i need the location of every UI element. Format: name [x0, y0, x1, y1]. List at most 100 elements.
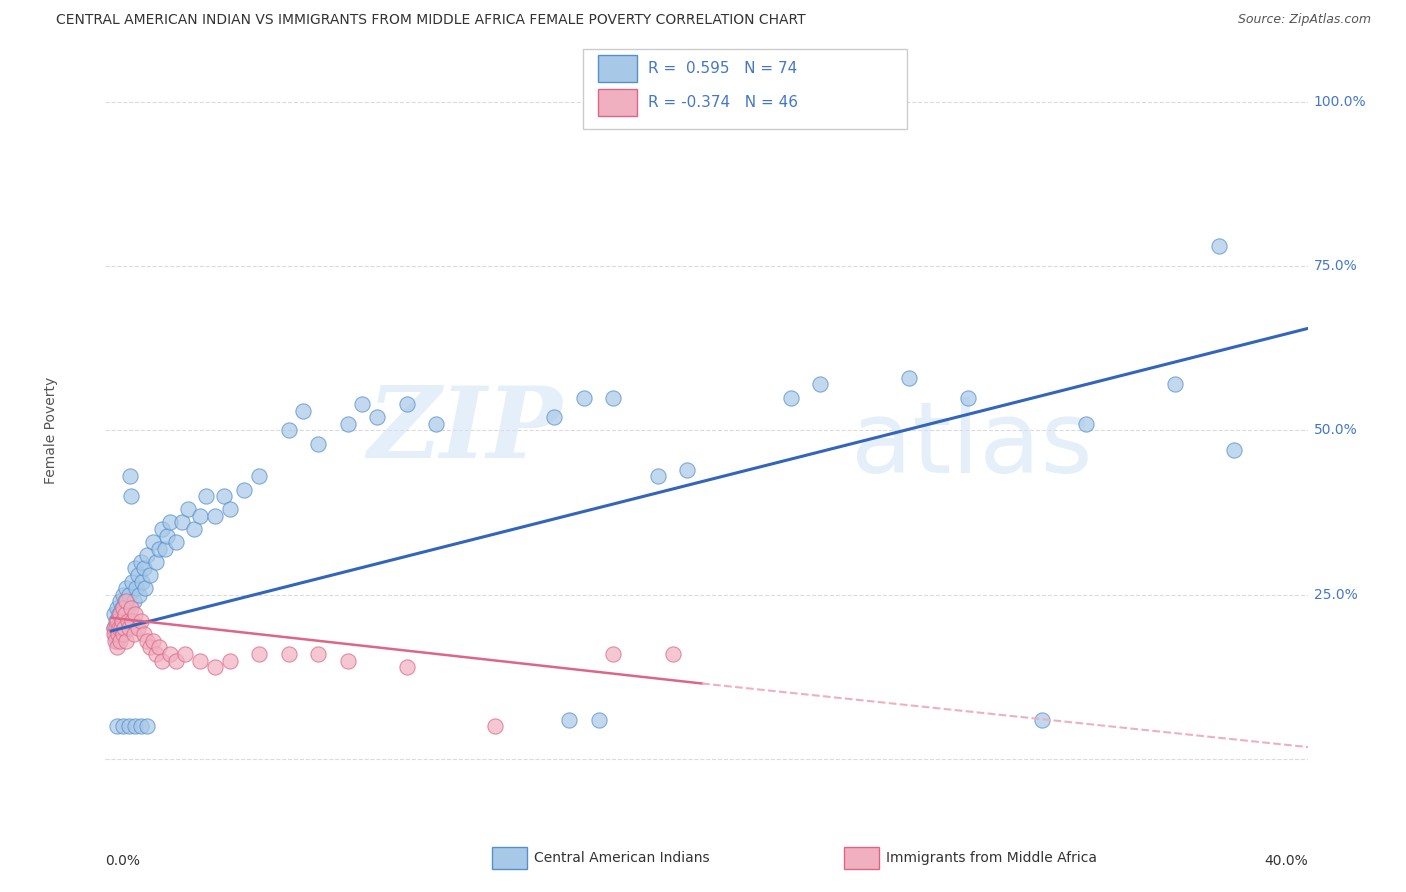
Text: R =  0.595   N = 74: R = 0.595 N = 74	[648, 62, 797, 76]
Point	[103, 621, 125, 635]
Point	[1074, 417, 1097, 431]
Point	[352, 397, 374, 411]
Point	[132, 627, 155, 641]
Point	[124, 719, 146, 733]
Point	[188, 508, 211, 523]
Point	[558, 713, 581, 727]
Point	[150, 522, 173, 536]
Point	[114, 614, 136, 628]
Point	[107, 621, 129, 635]
Point	[572, 391, 595, 405]
Point	[366, 410, 388, 425]
Point	[204, 508, 226, 523]
Point	[292, 403, 315, 417]
Point	[118, 621, 141, 635]
Point	[395, 660, 418, 674]
Point	[127, 568, 149, 582]
Point	[118, 719, 141, 733]
Point	[779, 391, 801, 405]
Point	[112, 607, 135, 622]
Point	[122, 627, 145, 641]
Point	[204, 660, 226, 674]
Point	[134, 581, 156, 595]
Text: Central American Indians: Central American Indians	[534, 851, 710, 865]
Point	[307, 436, 329, 450]
Text: 25.0%: 25.0%	[1313, 588, 1357, 602]
Point	[484, 719, 506, 733]
Text: Immigrants from Middle Africa: Immigrants from Middle Africa	[886, 851, 1097, 865]
Point	[336, 653, 359, 667]
Text: 0.0%: 0.0%	[105, 854, 141, 868]
Point	[115, 594, 138, 608]
Point	[174, 647, 197, 661]
Point	[307, 647, 329, 661]
Text: R = -0.374   N = 46: R = -0.374 N = 46	[648, 95, 799, 110]
Point	[808, 377, 831, 392]
Point	[897, 371, 920, 385]
Point	[188, 653, 211, 667]
Point	[212, 489, 235, 503]
Point	[107, 621, 129, 635]
Point	[114, 607, 136, 622]
Point	[107, 627, 129, 641]
Point	[142, 535, 165, 549]
Point	[110, 621, 132, 635]
Point	[247, 469, 270, 483]
Point	[122, 594, 145, 608]
Point	[105, 601, 128, 615]
Point	[135, 549, 157, 563]
Point	[118, 469, 141, 483]
Point	[153, 541, 176, 556]
Point	[956, 391, 979, 405]
Point	[104, 614, 127, 628]
Point	[111, 614, 134, 628]
Point	[543, 410, 565, 425]
Point	[121, 574, 143, 589]
Point	[165, 653, 187, 667]
Point	[139, 568, 162, 582]
Point	[194, 489, 217, 503]
Point	[108, 627, 131, 641]
Point	[124, 607, 146, 622]
Point	[588, 713, 610, 727]
Point	[114, 594, 136, 608]
Point	[159, 516, 181, 530]
Point	[183, 522, 205, 536]
Point	[121, 614, 143, 628]
Point	[129, 555, 152, 569]
Point	[148, 640, 170, 655]
Point	[112, 719, 135, 733]
Point	[112, 601, 135, 615]
Text: 40.0%: 40.0%	[1264, 854, 1308, 868]
Point	[159, 647, 181, 661]
Point	[111, 627, 134, 641]
Point	[104, 627, 127, 641]
Point	[395, 397, 418, 411]
Point	[602, 391, 624, 405]
Point	[129, 719, 152, 733]
Point	[118, 588, 141, 602]
Point	[647, 469, 669, 483]
Text: 75.0%: 75.0%	[1313, 259, 1357, 273]
Point	[177, 502, 200, 516]
Point	[139, 640, 162, 655]
Point	[247, 647, 270, 661]
Point	[142, 633, 165, 648]
Point	[110, 614, 132, 628]
Point	[131, 574, 153, 589]
Point	[602, 647, 624, 661]
Point	[124, 561, 146, 575]
Point	[120, 601, 142, 615]
Point	[145, 555, 167, 569]
Point	[103, 621, 125, 635]
Point	[111, 621, 134, 635]
Point	[336, 417, 359, 431]
Point	[425, 417, 447, 431]
Point	[125, 581, 148, 595]
Point	[104, 633, 127, 648]
Point	[1208, 239, 1230, 253]
Point	[277, 647, 299, 661]
Point	[114, 633, 136, 648]
Point	[105, 640, 128, 655]
Point	[172, 516, 194, 530]
